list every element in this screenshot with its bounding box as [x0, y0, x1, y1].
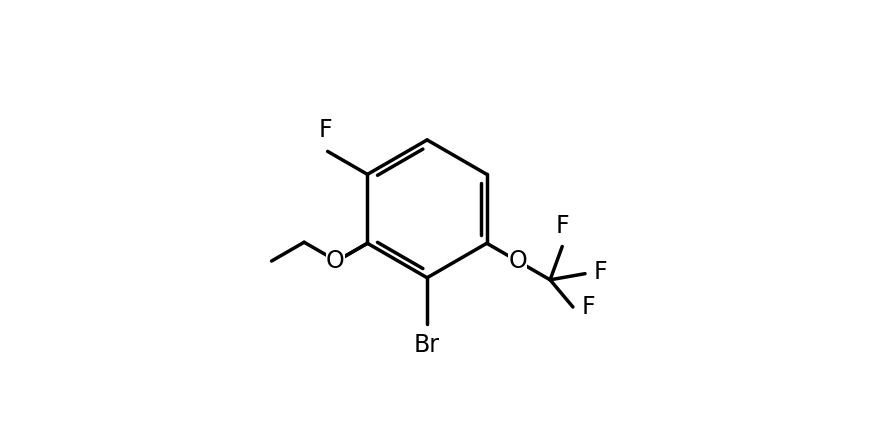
Text: O: O	[326, 249, 345, 273]
Text: O: O	[508, 249, 527, 273]
Text: F: F	[556, 214, 569, 238]
Text: F: F	[582, 295, 595, 319]
Text: F: F	[593, 259, 607, 284]
Text: Br: Br	[414, 333, 440, 357]
Text: F: F	[319, 118, 332, 142]
